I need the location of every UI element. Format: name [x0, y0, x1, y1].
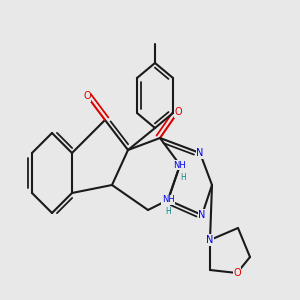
Text: H: H	[180, 173, 186, 182]
Text: N: N	[196, 148, 204, 158]
Text: H: H	[165, 208, 171, 217]
Text: N: N	[198, 210, 206, 220]
Text: N: N	[206, 235, 214, 245]
Text: O: O	[233, 268, 241, 278]
Text: NH: NH	[174, 160, 186, 169]
Text: NH: NH	[162, 196, 174, 205]
Text: O: O	[83, 91, 91, 101]
Text: O: O	[174, 107, 182, 117]
